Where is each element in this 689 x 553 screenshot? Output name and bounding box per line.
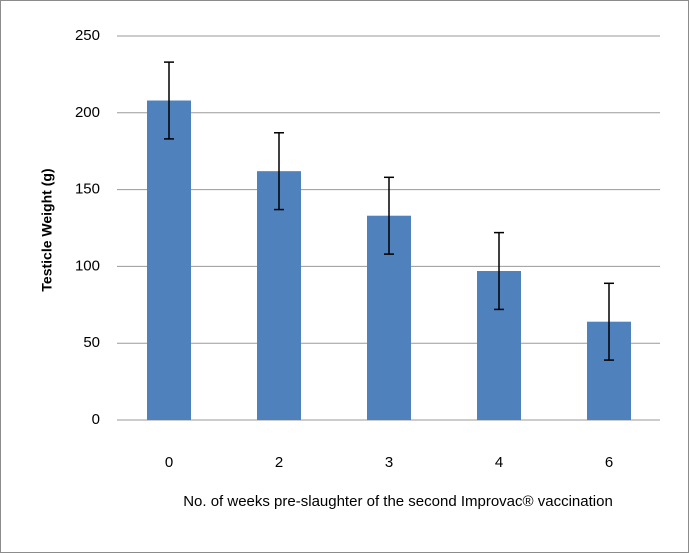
error-bar [604,282,614,361]
x-tick-label: 2 [275,454,283,471]
x-tick-label: 3 [385,454,393,471]
x-tick-label: 6 [605,454,613,471]
error-bar [494,231,504,311]
bar [257,171,301,420]
y-tick-label: 50 [83,334,100,351]
y-tick-label: 250 [75,27,100,44]
error-bar [164,61,174,140]
x-tick-label: 4 [495,454,503,471]
y-tick-label: 200 [75,104,100,121]
error-bar [274,132,284,211]
error-bar [384,176,394,255]
y-tick-label: 0 [92,411,100,428]
bar [147,100,191,421]
x-axis-title: No. of weeks pre-slaughter of the second… [183,493,613,510]
y-tick-label: 100 [75,257,100,274]
y-axis-title: Testicle Weight (g) [39,168,55,291]
y-tick-label: 150 [75,181,100,198]
x-tick-label: 0 [165,454,173,471]
